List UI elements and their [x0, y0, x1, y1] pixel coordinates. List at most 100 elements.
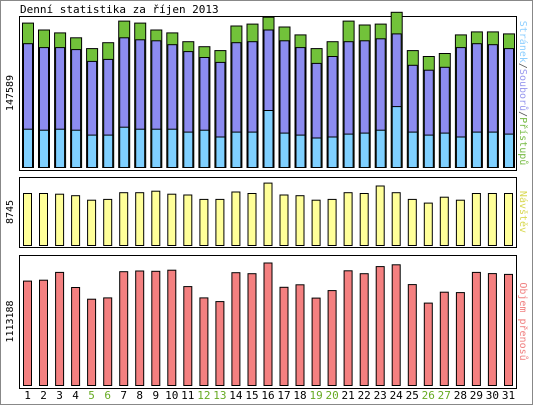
bar-traffic-stránek-day-17 [279, 132, 290, 169]
side-label-part: Návštěv [517, 191, 529, 233]
bar-traffic-stránek-day-21 [343, 133, 354, 169]
day-tick-label: 12 [197, 389, 210, 402]
bar-volume-objem-přenosů-day-4 [71, 287, 81, 386]
bar-visits-návštěv-day-1 [23, 193, 32, 246]
bar-volume-objem-přenosů-day-10 [167, 269, 177, 387]
bar-traffic-stránek-day-13 [215, 136, 226, 168]
bar-visits-návštěv-day-3 [55, 193, 65, 246]
bar-volume-objem-přenosů-day-24 [391, 264, 401, 386]
day-tick-label: 9 [152, 389, 159, 402]
bar-traffic-stránek-day-12 [199, 129, 210, 168]
side-label-visits: Návštěv [517, 191, 529, 233]
bar-traffic-stránek-day-27 [439, 132, 450, 169]
day-tick-label: 1 [24, 389, 31, 402]
day-tick-label: 20 [325, 389, 338, 402]
bar-traffic-stránek-day-1 [23, 128, 33, 168]
bar-visits-návštěv-day-31 [504, 193, 513, 246]
day-tick-label: 13 [213, 389, 226, 402]
side-label-part: / [517, 63, 528, 69]
bar-traffic-stránek-day-2 [39, 129, 49, 168]
day-tick-label: 14 [229, 389, 243, 402]
bar-visits-návštěv-day-8 [135, 192, 145, 246]
bar-traffic-stránek-day-25 [407, 131, 418, 169]
bar-visits-návštěv-day-29 [471, 193, 481, 246]
bar-visits-návštěv-day-6 [103, 198, 113, 246]
bar-volume-objem-přenosů-day-3 [55, 271, 65, 386]
bar-traffic-stránek-day-24 [391, 106, 402, 168]
bar-visits-návštěv-day-22 [359, 193, 369, 246]
bar-traffic-stránek-day-16 [263, 110, 274, 168]
bar-volume-objem-přenosů-day-2 [39, 279, 48, 387]
day-tick-label: 15 [245, 389, 258, 402]
bar-traffic-stránek-day-9 [151, 128, 162, 168]
bar-traffic-stránek-day-6 [103, 134, 114, 169]
panel-frame-traffic [19, 16, 517, 171]
day-tick-label: 31 [502, 389, 515, 402]
day-tick-label: 5 [88, 389, 95, 402]
bar-traffic-stránek-day-11 [183, 131, 194, 169]
bar-volume-objem-přenosů-day-27 [439, 291, 449, 387]
day-tick-label: 10 [165, 389, 178, 402]
bar-traffic-stránek-day-29 [471, 131, 482, 169]
side-label-traffic: Stránek/Souborů/Přístupů [517, 21, 529, 166]
bar-traffic-stránek-day-14 [231, 131, 242, 169]
bar-volume-objem-přenosů-day-16 [263, 262, 273, 386]
day-tick-label: 30 [486, 389, 499, 402]
bar-visits-návštěv-day-27 [439, 196, 449, 246]
bar-visits-návštěv-day-5 [87, 199, 97, 246]
side-label-part: Přístupů [517, 117, 529, 165]
bar-traffic-stránek-day-10 [167, 128, 178, 168]
day-tick-label: 29 [470, 389, 483, 402]
side-label-part: Objem přenosů [517, 282, 529, 360]
bar-volume-objem-přenosů-day-12 [199, 297, 209, 386]
bar-traffic-stránek-day-30 [487, 131, 498, 169]
ymax-label-traffic: 147589 [5, 75, 16, 111]
bar-traffic-stránek-day-4 [71, 129, 82, 168]
bar-traffic-stránek-day-3 [55, 128, 66, 168]
bar-visits-návštěv-day-12 [199, 198, 209, 246]
bar-visits-návštěv-day-20 [327, 198, 337, 246]
bar-traffic-stránek-day-19 [311, 137, 322, 168]
day-tick-label: 6 [104, 389, 111, 402]
bar-traffic-stránek-day-18 [295, 134, 306, 169]
bar-visits-návštěv-day-14 [231, 191, 241, 246]
panel-frame-volume [19, 255, 517, 389]
day-tick-label: 19 [309, 389, 322, 402]
bar-volume-objem-přenosů-day-25 [407, 284, 417, 387]
bar-volume-objem-přenosů-day-8 [135, 270, 145, 386]
bar-volume-objem-přenosů-day-31 [504, 273, 513, 386]
day-tick-label: 22 [358, 389, 371, 402]
day-tick-label: 8 [136, 389, 143, 402]
panel-frame-visits [19, 177, 517, 248]
day-tick-label: 24 [390, 389, 404, 402]
bar-visits-návštěv-day-24 [391, 192, 401, 246]
bar-traffic-stránek-day-5 [87, 134, 98, 169]
bar-visits-návštěv-day-16 [263, 182, 273, 247]
bar-visits-návštěv-day-7 [119, 192, 129, 246]
bar-visits-návštěv-day-13 [215, 198, 225, 246]
day-tick-label: 25 [406, 389, 419, 402]
bar-traffic-stránek-day-31 [504, 133, 514, 169]
day-tick-label: 17 [277, 389, 290, 402]
bar-visits-návštěv-day-9 [151, 190, 161, 246]
bar-visits-návštěv-day-2 [39, 193, 48, 246]
bar-visits-návštěv-day-30 [487, 193, 497, 246]
day-tick-label: 23 [374, 389, 387, 402]
bar-traffic-stránek-day-26 [423, 134, 434, 169]
bar-volume-objem-přenosů-day-26 [423, 302, 433, 387]
bar-volume-objem-přenosů-day-7 [119, 271, 129, 387]
bar-visits-návštěv-day-15 [247, 193, 257, 246]
bar-traffic-stránek-day-23 [375, 129, 386, 168]
side-label-part: Stránek [517, 21, 529, 63]
bar-volume-objem-přenosů-day-9 [151, 270, 161, 386]
bar-volume-objem-přenosů-day-13 [215, 301, 225, 387]
bar-volume-objem-přenosů-day-5 [87, 298, 97, 387]
day-tick-label: 7 [120, 389, 127, 402]
bar-visits-návštěv-day-19 [311, 199, 321, 246]
day-tick-label: 27 [438, 389, 451, 402]
day-tick-label: 28 [454, 389, 467, 402]
bar-visits-návštěv-day-28 [455, 199, 465, 246]
side-label-part: Souborů [517, 69, 529, 111]
